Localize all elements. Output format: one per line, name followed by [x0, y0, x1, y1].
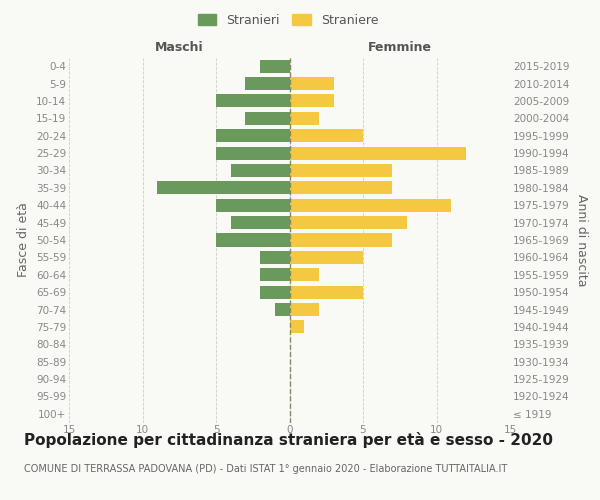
- Bar: [245, 112, 290, 125]
- Bar: [245, 77, 290, 90]
- Bar: [290, 286, 363, 298]
- Bar: [157, 182, 290, 194]
- Bar: [260, 251, 290, 264]
- Bar: [290, 251, 363, 264]
- Bar: [290, 198, 451, 212]
- Bar: [290, 268, 319, 281]
- Y-axis label: Fasce di età: Fasce di età: [17, 202, 31, 278]
- Bar: [216, 94, 290, 108]
- Bar: [290, 94, 334, 108]
- Y-axis label: Anni di nascita: Anni di nascita: [575, 194, 588, 286]
- Bar: [290, 216, 407, 229]
- Text: COMUNE DI TERRASSA PADOVANA (PD) - Dati ISTAT 1° gennaio 2020 - Elaborazione TUT: COMUNE DI TERRASSA PADOVANA (PD) - Dati …: [24, 464, 507, 474]
- Bar: [230, 164, 290, 177]
- Text: Maschi: Maschi: [155, 41, 203, 54]
- Bar: [260, 60, 290, 72]
- Bar: [290, 303, 319, 316]
- Bar: [290, 146, 466, 160]
- Bar: [290, 129, 363, 142]
- Legend: Stranieri, Straniere: Stranieri, Straniere: [193, 8, 383, 32]
- Bar: [290, 234, 392, 246]
- Bar: [290, 112, 319, 125]
- Bar: [260, 286, 290, 298]
- Bar: [290, 77, 334, 90]
- Bar: [230, 216, 290, 229]
- Bar: [216, 129, 290, 142]
- Bar: [260, 268, 290, 281]
- Bar: [275, 303, 290, 316]
- Bar: [290, 182, 392, 194]
- Text: Femmine: Femmine: [368, 41, 432, 54]
- Text: Popolazione per cittadinanza straniera per età e sesso - 2020: Popolazione per cittadinanza straniera p…: [24, 432, 553, 448]
- Bar: [216, 198, 290, 212]
- Bar: [216, 234, 290, 246]
- Bar: [290, 320, 304, 334]
- Bar: [216, 146, 290, 160]
- Bar: [290, 164, 392, 177]
